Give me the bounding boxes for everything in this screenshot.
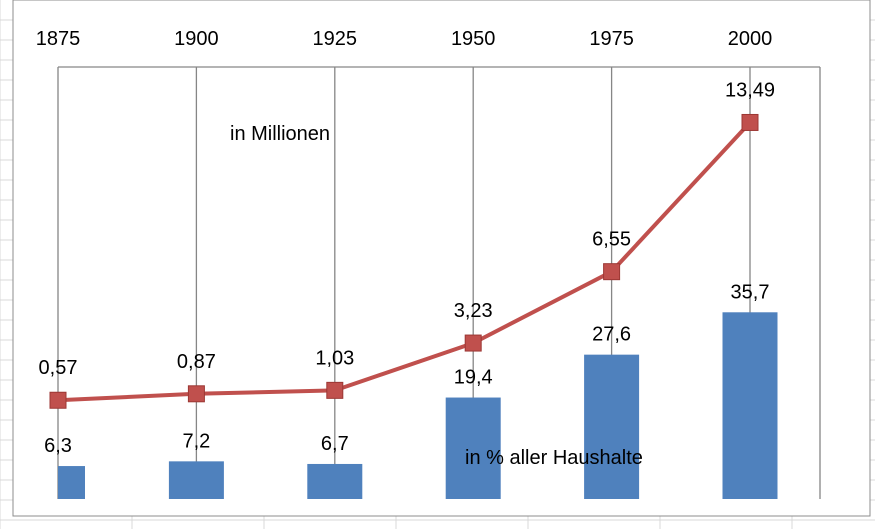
- x-tick-label: 1975: [589, 28, 634, 50]
- bar-value-label: 6,7: [321, 433, 349, 455]
- line-value-label: 13,49: [725, 79, 775, 101]
- bar-value-label: 7,2: [182, 430, 210, 452]
- x-tick-label: 1900: [174, 28, 219, 50]
- x-tick-label: 1925: [313, 28, 358, 50]
- bar-value-label: 19,4: [454, 367, 493, 389]
- line-value-label: 1,03: [315, 347, 354, 369]
- bar: [445, 397, 501, 499]
- line-data-labels: 0,57 0,87 1,03 3,23 6,55 13,49: [39, 79, 776, 379]
- bar: [168, 461, 224, 499]
- bar-unit-annotation: in % aller Haushalte: [465, 447, 643, 469]
- bar: [58, 466, 85, 499]
- line-marker: [741, 113, 759, 131]
- bar: [722, 312, 778, 499]
- line-value-label: 3,23: [454, 300, 493, 322]
- line-marker: [603, 263, 621, 281]
- bar-series: [58, 312, 778, 499]
- x-tick-label: 2000: [728, 28, 773, 50]
- bar-value-label: 6,3: [44, 435, 72, 457]
- line-series: [57, 121, 752, 403]
- x-tick-labels: 1875 1900 1925 1950 1975 2000: [36, 28, 773, 50]
- line-value-label: 0,87: [177, 351, 216, 373]
- series-line: [57, 121, 752, 403]
- bar-value-label: 27,6: [592, 324, 631, 346]
- x-tick-label: 1950: [451, 28, 496, 50]
- line-value-label: 0,57: [39, 357, 78, 379]
- x-tick-label: 1875: [36, 28, 81, 50]
- bar-data-labels: 6,3 7,2 6,7 19,4 27,6 35,7: [44, 281, 769, 457]
- line-marker: [187, 385, 205, 403]
- line-marker: [49, 391, 67, 409]
- bar: [307, 463, 363, 499]
- line-marker: [326, 381, 344, 399]
- line-markers: [49, 113, 759, 409]
- line-unit-annotation: in Millionen: [230, 123, 330, 145]
- line-marker: [464, 334, 482, 352]
- bar-value-label: 35,7: [731, 281, 770, 303]
- line-value-label: 6,55: [592, 229, 631, 251]
- bar: [584, 354, 640, 499]
